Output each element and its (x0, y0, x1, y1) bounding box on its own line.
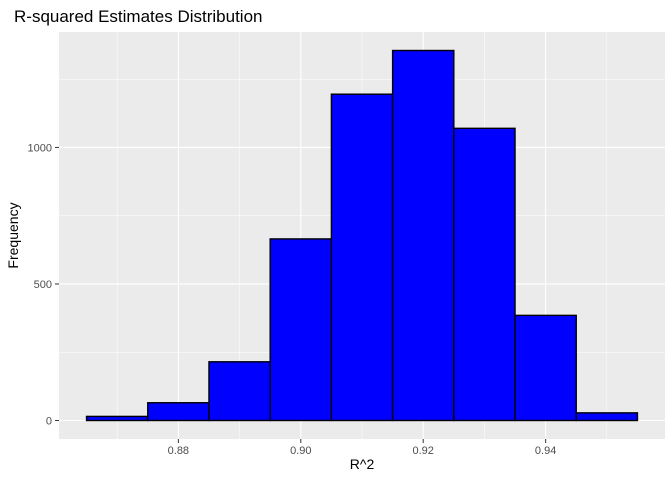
x-axis-title: R^2 (350, 456, 375, 472)
x-tick-label: 0.92 (413, 445, 434, 457)
histogram-bar-5 (330, 93, 394, 422)
histogram-bar-3 (208, 361, 271, 422)
y-tick-label: 500 (34, 279, 52, 291)
histogram-bars (85, 49, 639, 422)
y-axis: 0 500 1000 (28, 142, 59, 428)
histogram-bar-7 (453, 127, 516, 422)
chart-title: R-squared Estimates Distribution (14, 7, 262, 26)
histogram-bar-4 (269, 238, 333, 422)
y-axis-title: Frequency (5, 202, 21, 268)
y-tick-label: 1000 (28, 142, 52, 154)
histogram-bar-2 (147, 402, 210, 422)
histogram-bar-8 (514, 314, 577, 422)
histogram-bar-1 (85, 415, 149, 422)
y-tick-label: 0 (46, 416, 52, 428)
x-tick-label: 0.90 (290, 445, 311, 457)
x-axis: 0.88 0.90 0.92 0.94 (168, 439, 556, 457)
x-tick-label: 0.94 (535, 445, 556, 457)
x-tick-label: 0.88 (168, 445, 189, 457)
histogram-bar-6 (391, 49, 455, 422)
histogram-bar-9 (575, 412, 639, 422)
